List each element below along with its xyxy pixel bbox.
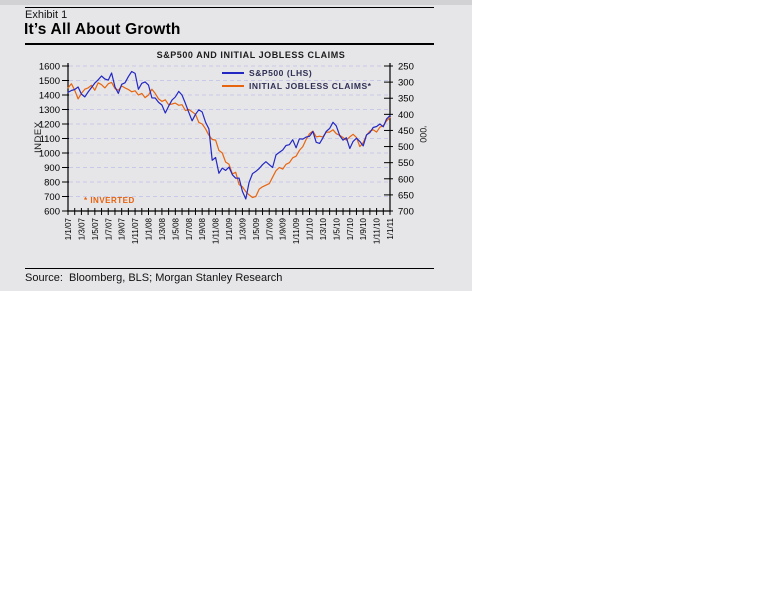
svg-text:1/1/11: 1/1/11 [386, 217, 395, 239]
left-axis-title: INDEX [33, 121, 44, 153]
svg-text:1/7/09: 1/7/09 [265, 217, 274, 240]
svg-text:1600: 1600 [39, 62, 60, 73]
svg-text:1/1/08: 1/1/08 [145, 217, 154, 240]
title-rule [25, 43, 434, 45]
svg-text:600: 600 [398, 174, 414, 185]
svg-text:1/7/08: 1/7/08 [185, 217, 194, 240]
svg-text:650: 650 [398, 190, 414, 201]
svg-text:1/5/09: 1/5/09 [252, 217, 261, 240]
svg-text:800: 800 [44, 178, 60, 189]
chart-canvas: 600 700 800 900 1000 1100 1200 1300 1400 1500 1600… [39, 62, 414, 245]
svg-text:700: 700 [44, 192, 60, 203]
svg-text:1/3/10: 1/3/10 [319, 217, 328, 240]
svg-text:450: 450 [398, 126, 414, 137]
svg-text:1200: 1200 [39, 120, 60, 131]
svg-text:1000: 1000 [39, 149, 60, 160]
legend-row-sp500: S&P500 (LHS) [222, 66, 372, 79]
svg-text:1/5/07: 1/5/07 [91, 217, 100, 240]
svg-text:400: 400 [398, 110, 414, 121]
svg-text:1/9/10: 1/9/10 [359, 217, 368, 240]
svg-text:1/5/10: 1/5/10 [332, 217, 341, 240]
svg-text:1500: 1500 [39, 76, 60, 87]
legend-row-claims: INITIAL JOBLESS CLAIMS* [222, 79, 372, 92]
svg-text:1/3/08: 1/3/08 [158, 217, 167, 240]
claims-line-swatch [222, 84, 244, 87]
svg-text:1/3/09: 1/3/09 [238, 217, 247, 240]
svg-text:1/9/08: 1/9/08 [198, 217, 207, 240]
svg-text:1/11/08: 1/11/08 [212, 217, 221, 244]
right-axis-title: '000 [418, 126, 428, 143]
legend-label-sp500: S&P500 (LHS) [249, 67, 313, 78]
svg-text:1/3/07: 1/3/07 [77, 217, 86, 240]
svg-text:1400: 1400 [39, 91, 60, 102]
svg-text:250: 250 [398, 62, 414, 73]
svg-text:900: 900 [44, 163, 60, 174]
source-rule [25, 268, 434, 269]
exhibit-label: Exhibit 1 [25, 9, 68, 21]
svg-text:1/9/09: 1/9/09 [279, 217, 288, 240]
svg-text:1/7/07: 1/7/07 [104, 217, 113, 240]
svg-text:1/5/08: 1/5/08 [171, 217, 180, 240]
svg-text:550: 550 [398, 158, 414, 169]
svg-text:300: 300 [398, 78, 414, 89]
top-rule [25, 7, 434, 8]
svg-text:1/11/09: 1/11/09 [292, 217, 301, 244]
source-line: Source: Bloomberg, BLS; Morgan Stanley R… [25, 272, 283, 284]
svg-text:1/7/10: 1/7/10 [346, 217, 355, 240]
svg-text:500: 500 [398, 142, 414, 153]
svg-text:1/9/07: 1/9/07 [118, 217, 127, 240]
svg-text:1300: 1300 [39, 105, 60, 116]
sp500-line-swatch [222, 71, 244, 74]
svg-text:600: 600 [44, 207, 60, 218]
legend-label-claims: INITIAL JOBLESS CLAIMS* [249, 80, 372, 91]
svg-text:1100: 1100 [40, 134, 60, 145]
chart-legend: S&P500 (LHS) INITIAL JOBLESS CLAIMS* [222, 66, 372, 92]
svg-text:1/11/10: 1/11/10 [373, 217, 382, 244]
svg-text:1/11/07: 1/11/07 [131, 217, 140, 244]
exhibit-title: It’s All About Growth [24, 21, 181, 38]
svg-text:1/1/07: 1/1/07 [64, 217, 73, 240]
svg-text:1/1/10: 1/1/10 [306, 217, 315, 240]
svg-text:1/1/09: 1/1/09 [225, 217, 234, 240]
inverted-footnote: * INVERTED [84, 196, 135, 205]
panel-top-strip [0, 0, 472, 5]
svg-text:350: 350 [398, 94, 414, 105]
svg-text:700: 700 [398, 207, 414, 218]
exhibit-panel: Exhibit 1 It’s All About Growth 600 700 80… [0, 0, 472, 291]
chart-title: S&P500 AND INITIAL JOBLESS CLAIMS [156, 50, 346, 60]
